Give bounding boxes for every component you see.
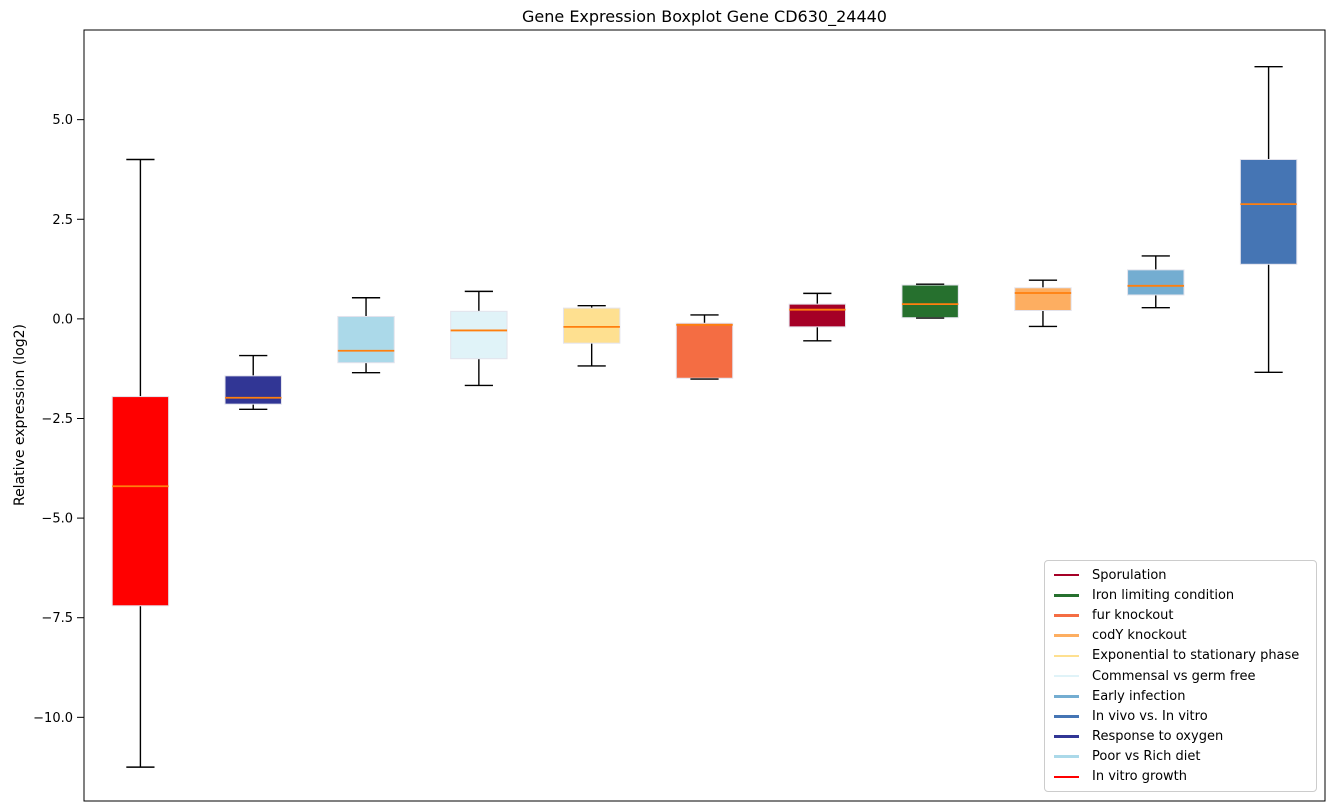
legend-item: In vitro growth <box>1045 767 1316 787</box>
chart-title: Gene Expression Boxplot Gene CD630_24440 <box>522 7 887 26</box>
legend-line-sample <box>1054 775 1079 779</box>
axes-frame <box>83 29 1326 802</box>
box-in-vitro-growth <box>111 158 170 768</box>
legend-label: Early infection <box>1092 688 1186 704</box>
box-body <box>450 310 508 360</box>
legend-label: Iron limiting condition <box>1092 587 1235 603</box>
box-sporulation <box>788 292 847 342</box>
box-body <box>1127 269 1185 296</box>
box-body <box>337 315 395 364</box>
legend-line-sample <box>1054 634 1079 637</box>
box-body <box>788 303 847 328</box>
legend-item: codY knockout <box>1045 626 1316 646</box>
legend-label: Commensal vs germ free <box>1092 668 1256 684</box>
legend-line-sample <box>1054 573 1079 577</box>
legend-line-sample <box>1054 715 1079 718</box>
box-body <box>675 322 734 379</box>
legend-line-sample <box>1054 654 1079 658</box>
box-body <box>1239 158 1298 265</box>
legend-item: Exponential to stationary phase <box>1045 646 1316 666</box>
y-tick-label: −7.5 <box>41 611 73 626</box>
y-tick-label: 2.5 <box>52 213 73 228</box>
legend-item: Poor vs Rich diet <box>1045 747 1316 767</box>
legend-item: fur knockout <box>1045 605 1316 625</box>
y-tick-label: −2.5 <box>41 412 73 427</box>
legend-label: Poor vs Rich diet <box>1092 749 1201 765</box>
box-body <box>111 396 170 607</box>
box-exponential-to-stationary-phase <box>562 305 621 367</box>
legend-item: Early infection <box>1045 686 1316 706</box>
legend-line-sample <box>1054 735 1079 738</box>
legend-label: In vivo vs. In vitro <box>1092 708 1208 724</box>
legend: Sporulation Iron limiting condition fur kn… <box>1044 560 1317 793</box>
box-fur-knockout <box>675 314 734 380</box>
legend-label: codY knockout <box>1092 628 1187 644</box>
y-tick-label: −10.0 <box>33 711 73 726</box>
box-commensal-vs-germ-free <box>450 290 508 387</box>
y-tick-label: 0.0 <box>52 312 73 327</box>
legend-item: Response to oxygen <box>1045 727 1316 747</box>
legend-line-sample <box>1054 755 1079 759</box>
legend-label: In vitro growth <box>1092 769 1187 785</box>
box-body <box>224 375 282 405</box>
legend-label: Sporulation <box>1092 567 1167 583</box>
y-tick-label: 5.0 <box>52 113 73 128</box>
box-early-infection <box>1127 255 1185 309</box>
box-body <box>562 307 621 344</box>
box-body <box>1014 287 1072 312</box>
box-poor-vs-rich-diet <box>337 297 395 374</box>
box-iron-limiting-condition <box>901 283 959 319</box>
legend-item: Sporulation <box>1045 565 1316 585</box>
legend-item: Commensal vs germ free <box>1045 666 1316 686</box>
box-cody-knockout <box>1014 279 1072 328</box>
y-tick-label: −5.0 <box>41 512 73 527</box>
legend-label: Exponential to stationary phase <box>1092 648 1300 664</box>
legend-line-sample <box>1054 614 1079 617</box>
legend-item: In vivo vs. In vitro <box>1045 706 1316 726</box>
legend-line-sample <box>1054 694 1079 698</box>
box-body <box>901 284 959 319</box>
legend-label: fur knockout <box>1092 607 1174 623</box>
box-response-to-oxygen <box>224 354 282 411</box>
legend-item: Iron limiting condition <box>1045 585 1316 605</box>
legend-line-sample <box>1054 593 1079 597</box>
legend-label: Response to oxygen <box>1092 729 1224 745</box>
legend-line-sample <box>1054 674 1079 678</box>
box-in-vivo-vs-in-vitro <box>1239 65 1298 373</box>
